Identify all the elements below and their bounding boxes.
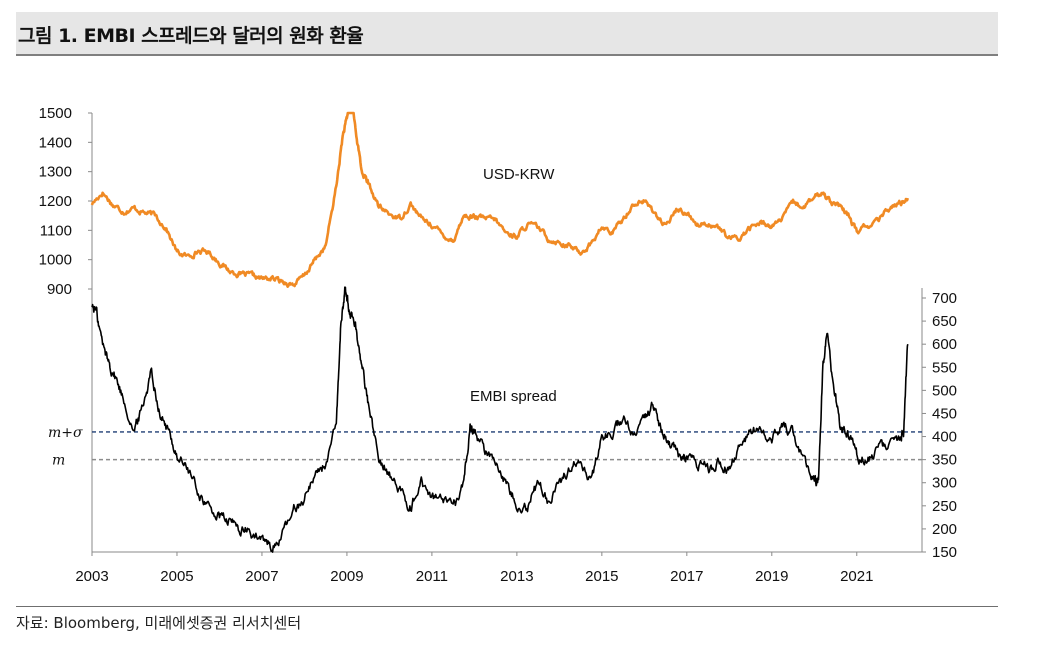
right-tick-label: 250: [932, 498, 957, 515]
x-tick-label: 2011: [416, 568, 448, 585]
left-tick-label: 1200: [39, 193, 72, 210]
right-tick-label: 700: [932, 290, 957, 307]
reference-line-label: m+σ: [48, 425, 83, 441]
left-tick-label: 1500: [39, 105, 72, 122]
right-tick-label: 450: [932, 405, 957, 422]
x-tick-label: 2003: [75, 568, 108, 585]
chart-series: [90, 111, 910, 553]
chart-axes: 1500 1400 1300 1200 1100 1000 900 700 650 600 550 5…: [39, 105, 957, 585]
right-tick-label: 400: [932, 429, 957, 446]
x-tick-label: 2005: [160, 568, 193, 585]
right-tick-label: 600: [932, 336, 957, 353]
left-tick-label: 1100: [40, 222, 72, 239]
right-tick-label: 550: [932, 359, 957, 376]
x-tick-label: 2007: [245, 568, 278, 585]
reference-line-label: m: [52, 453, 65, 469]
x-tick-label: 2015: [585, 568, 618, 585]
source-note: 자료: Bloomberg, 미래에셋증권 리서치센터: [16, 614, 302, 632]
x-tick-label: 2009: [330, 568, 363, 585]
x-tick-label: 2019: [755, 568, 788, 585]
page-title: 그림 1. EMBI 스프레드와 달러의 원화 환율: [18, 25, 364, 47]
x-tick-label: 2021: [840, 568, 873, 585]
usdkrw-label: USD-KRW: [483, 166, 555, 183]
right-tick-label: 350: [932, 452, 957, 469]
source-divider: [16, 606, 998, 607]
left-tick-label: 1000: [39, 252, 72, 269]
x-tick-label: 2017: [670, 568, 703, 585]
embi-series-line: [91, 286, 909, 553]
embi-spread-label: EMBI spread: [470, 388, 557, 405]
chart-labels: USD-KRW EMBI spread: [470, 166, 557, 405]
right-tick-label: 650: [932, 313, 957, 330]
left-tick-label: 1300: [39, 164, 72, 181]
left-tick-label: 900: [47, 281, 72, 298]
left-tick-label: 1400: [39, 134, 72, 151]
usdkrw-series-line: [90, 111, 910, 288]
right-tick-label: 300: [932, 475, 957, 492]
x-tick-label: 2013: [500, 568, 533, 585]
right-tick-label: 150: [932, 544, 957, 561]
title-bar: 그림 1. EMBI 스프레드와 달러의 원화 환율: [16, 12, 998, 56]
right-tick-label: 500: [932, 382, 957, 399]
right-tick-label: 200: [932, 521, 957, 538]
reference-lines: m+σ m: [48, 425, 922, 469]
